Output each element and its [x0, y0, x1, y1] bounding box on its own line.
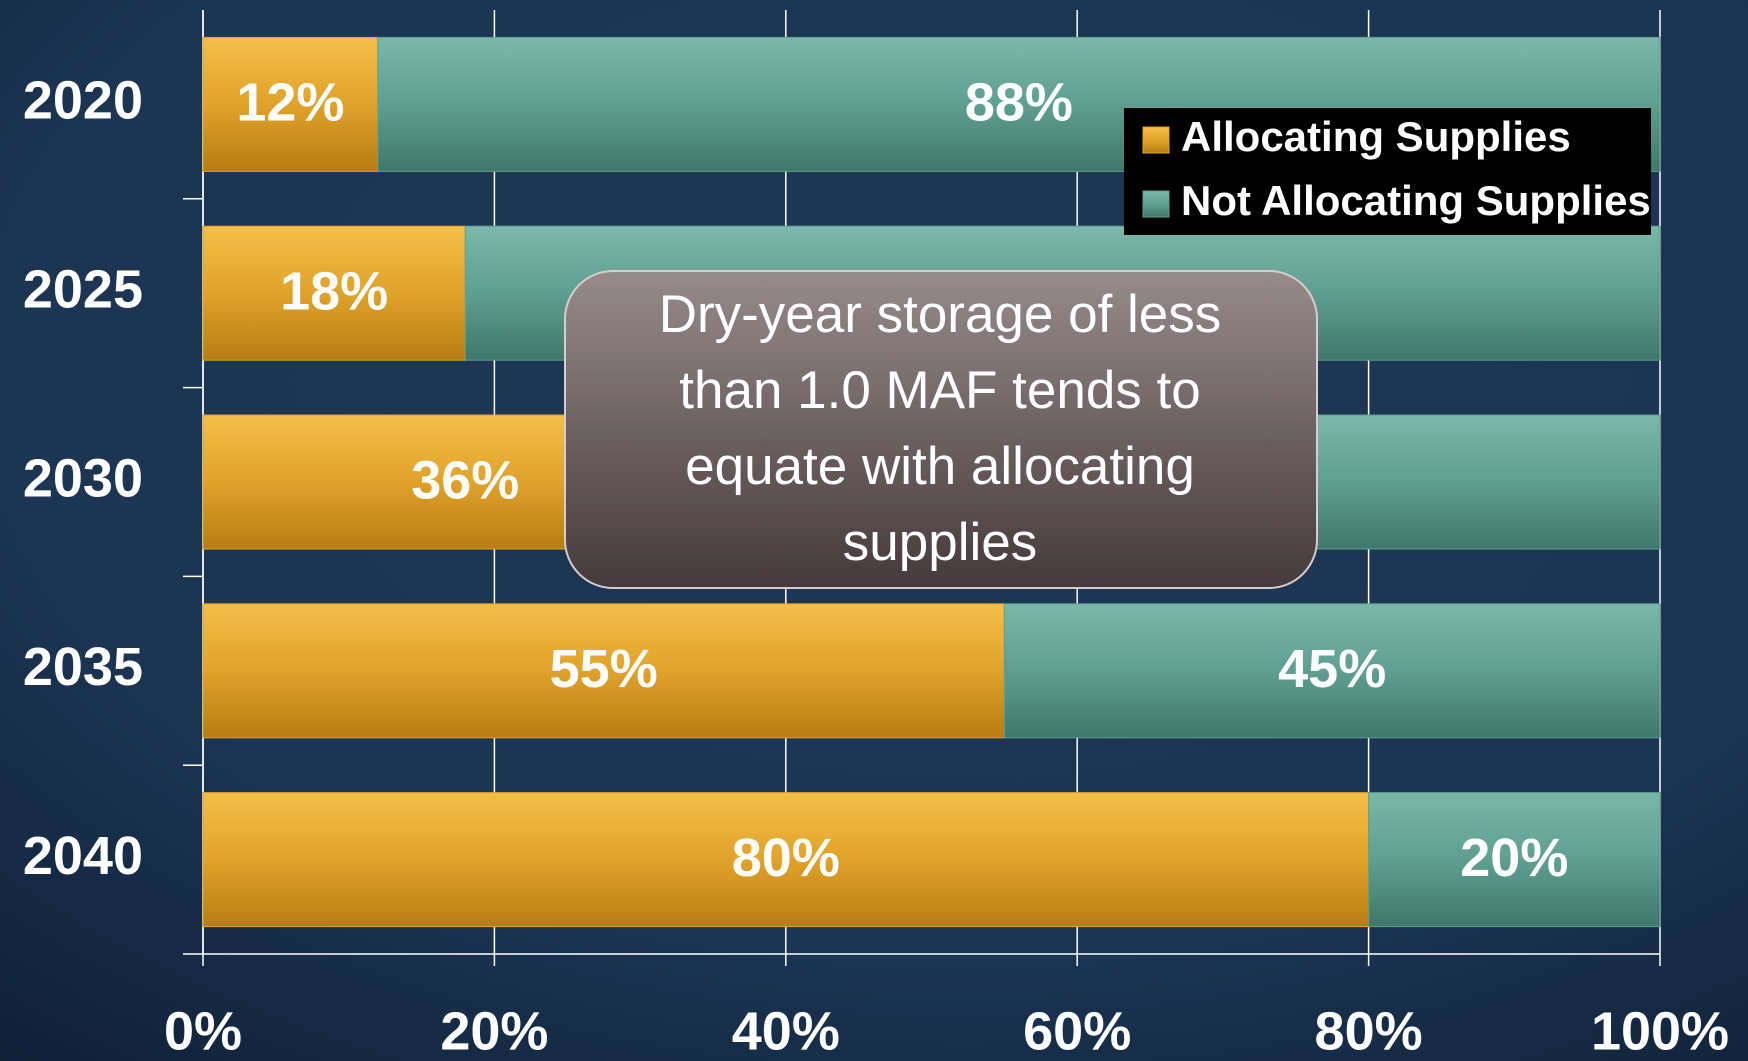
x-tick-label: 80% — [1315, 1001, 1423, 1061]
y-tick-label: 2040 — [23, 826, 143, 886]
bar-segment — [1368, 792, 1661, 928]
data-label: 20% — [1460, 828, 1568, 888]
data-label: 55% — [550, 639, 658, 699]
x-tick-label: 100% — [1591, 1001, 1729, 1061]
legend-label: Not Allocating Supplies — [1181, 177, 1651, 224]
x-tick-label: 40% — [732, 1001, 840, 1061]
x-tick-label: 0% — [164, 1001, 242, 1061]
bar-segment — [202, 603, 1005, 739]
x-tick-label: 60% — [1023, 1001, 1131, 1061]
bar-segment — [1003, 603, 1661, 739]
callout-text: supplies — [843, 513, 1037, 572]
data-label: 36% — [411, 450, 519, 510]
y-tick-label: 2020 — [23, 71, 143, 131]
data-label: 45% — [1278, 639, 1386, 699]
callout-text: than 1.0 MAF tends to — [679, 361, 1200, 420]
legend-swatch — [1142, 190, 1170, 218]
data-label: 12% — [236, 73, 344, 133]
callout-text: equate with allocating — [685, 437, 1195, 496]
bar-segment — [202, 792, 1370, 928]
data-label: 80% — [732, 828, 840, 888]
legend-label: Allocating Supplies — [1181, 113, 1571, 160]
y-tick-label: 2030 — [23, 448, 143, 508]
x-tick-label: 20% — [440, 1001, 548, 1061]
data-label: 88% — [965, 73, 1073, 133]
y-tick-label: 2025 — [23, 259, 143, 319]
callout-text: Dry-year storage of less — [659, 285, 1222, 344]
callout-box — [564, 270, 1318, 589]
data-label: 18% — [280, 261, 388, 321]
bar-segment — [377, 36, 1661, 172]
legend-swatch — [1142, 126, 1170, 154]
y-tick-label: 2035 — [23, 637, 143, 697]
bar-segment — [202, 36, 379, 172]
legend-box — [1124, 108, 1651, 235]
bar-segment — [202, 225, 466, 361]
